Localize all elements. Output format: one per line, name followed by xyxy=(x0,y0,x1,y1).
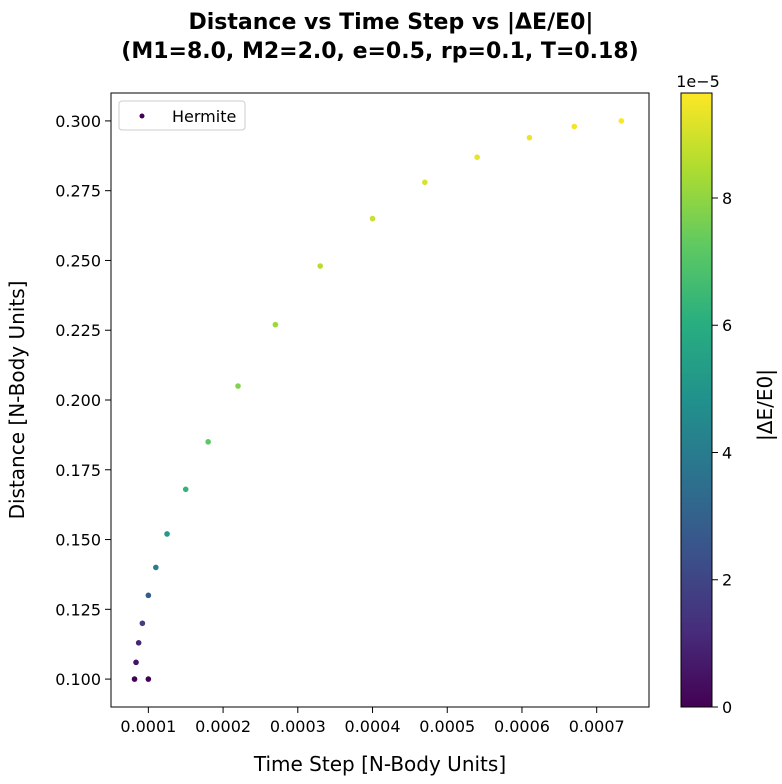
data-point xyxy=(153,564,159,571)
data-point xyxy=(131,676,138,682)
x-tick-label: 0.0007 xyxy=(569,717,625,736)
data-point xyxy=(272,321,279,328)
colorbar-tick-label: 6 xyxy=(722,316,732,335)
x-tick-label: 0.0004 xyxy=(345,717,401,736)
x-tick-label: 0.0005 xyxy=(419,717,475,736)
y-tick-label: 0.125 xyxy=(55,600,101,619)
colorbar-tick-label: 2 xyxy=(722,571,732,590)
y-ticks: 0.100 0.125 0.150 0.175 0.200 0.225 0.250 0.275… xyxy=(55,112,111,689)
data-point xyxy=(133,659,139,666)
colorbar-ticks: 0 2 4 6 8 xyxy=(712,189,732,717)
colorbar-offset-text: 1e−5 xyxy=(676,72,720,91)
data-layer xyxy=(131,118,625,682)
y-tick-label: 0.100 xyxy=(55,670,101,689)
y-tick-label: 0.175 xyxy=(55,461,101,480)
data-point xyxy=(139,620,146,627)
data-point xyxy=(474,154,480,160)
colorbar-gradient xyxy=(680,92,713,708)
data-point xyxy=(145,592,152,599)
y-axis-label: Distance [N-Body Units] xyxy=(5,281,29,520)
x-tick-label: 0.0001 xyxy=(120,717,176,736)
colorbar-tick-label: 8 xyxy=(722,189,732,208)
colorbar-tick-label: 4 xyxy=(722,443,732,462)
y-tick-label: 0.250 xyxy=(55,251,101,270)
plot-area: 0.0001 0.0002 0.0003 0.0004 0.0005 0.0006 0.00… xyxy=(55,92,650,736)
data-point xyxy=(145,676,152,682)
data-point xyxy=(164,531,170,537)
data-point xyxy=(618,118,625,124)
x-tick-label: 0.0003 xyxy=(270,717,326,736)
colorbar: 0 2 4 6 8 1e−5 |ΔE/E0| xyxy=(676,72,777,717)
y-tick-label: 0.150 xyxy=(55,531,101,550)
data-point xyxy=(571,123,578,130)
data-point xyxy=(135,640,142,646)
y-tick-label: 0.275 xyxy=(55,182,101,201)
y-tick-label: 0.300 xyxy=(55,112,101,131)
legend: Hermite xyxy=(118,100,246,131)
data-point xyxy=(317,263,324,269)
data-point xyxy=(205,439,211,445)
data-point xyxy=(182,486,189,493)
x-axis-label: Time Step [N-Body Units] xyxy=(253,752,506,776)
legend-marker-hermite xyxy=(139,113,145,119)
x-ticks: 0.0001 0.0002 0.0003 0.0004 0.0005 0.0006 0.00… xyxy=(120,707,625,736)
data-point xyxy=(422,179,428,186)
y-tick-label: 0.225 xyxy=(55,321,101,340)
chart-subtitle: (M1=8.0, M2=2.0, e=0.5, rp=0.1, T=0.18) xyxy=(121,39,638,64)
legend-box xyxy=(118,100,246,131)
plot-frame xyxy=(110,92,650,708)
x-tick-label: 0.0002 xyxy=(195,717,251,736)
data-point xyxy=(235,383,241,389)
colorbar-label: |ΔE/E0| xyxy=(753,369,777,441)
legend-label-hermite: Hermite xyxy=(172,107,236,126)
data-point xyxy=(526,134,533,141)
x-tick-label: 0.0006 xyxy=(494,717,550,736)
data-point xyxy=(369,215,376,222)
chart-title: Distance vs Time Step vs |ΔE/E0| xyxy=(189,10,594,35)
colorbar-tick-label: 0 xyxy=(722,698,732,717)
y-tick-label: 0.200 xyxy=(55,391,101,410)
